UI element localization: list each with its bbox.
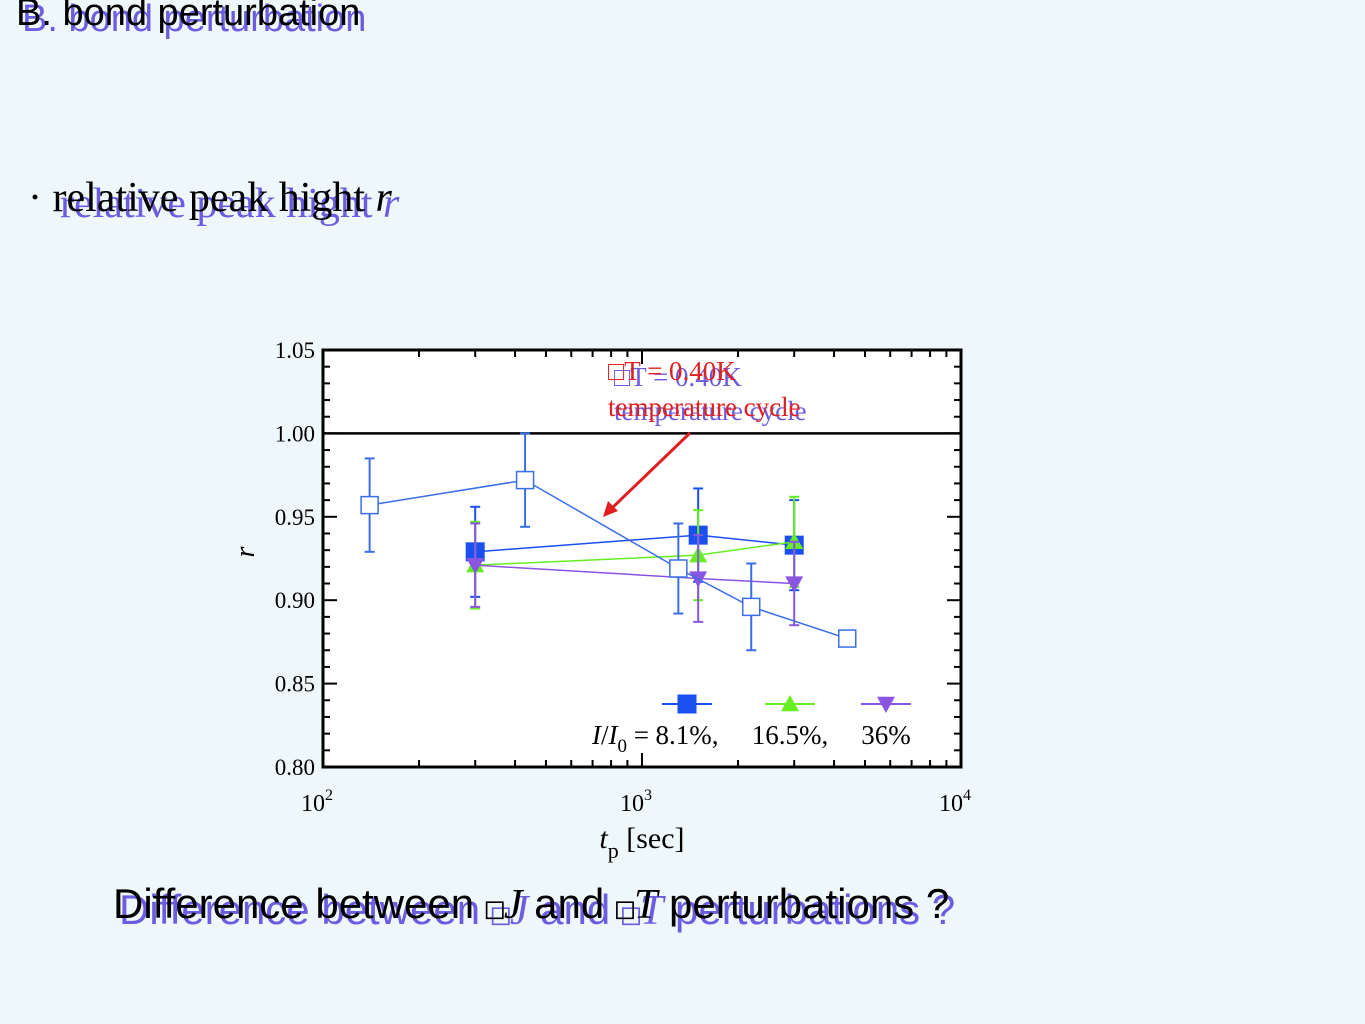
slide-title-shadow: B. bond perturbation — [22, 0, 367, 40]
x-tick-label: 103 — [620, 787, 652, 817]
axis-ticks — [322, 349, 962, 768]
bullet-shadow-var: r — [383, 181, 400, 227]
annotation-line1-shadow: □T = 0.40K — [614, 362, 742, 392]
bullet-var: r — [375, 175, 392, 221]
annotation-arrow — [608, 431, 692, 512]
x-axis-label: tp [sec] — [599, 822, 684, 863]
y-tick-label: 1.05 — [275, 338, 315, 363]
relative-peak-chart: 1.05 1.00 0.95 0.90 0.85 0.80 102 103 104 r tp … — [230, 338, 971, 863]
marker-open-square — [838, 629, 857, 648]
legend-label: 36% — [861, 720, 911, 750]
q-middle: and — [522, 880, 616, 927]
x-tick-labels: 102 103 104 — [301, 787, 971, 817]
q-shadow-var2: T — [640, 888, 664, 934]
y-tick-labels: 1.05 1.00 0.95 0.90 0.85 0.80 — [275, 338, 315, 780]
question-shadow: Difference between □J and □T perturbatio… — [119, 886, 955, 935]
bullet-text: relative peak hight — [52, 175, 376, 221]
legend: I/I0 = 8.1%, 16.5%, 36% — [591, 694, 911, 757]
marker-open-square — [360, 495, 379, 515]
marker-open-square — [669, 559, 688, 578]
y-tick-label: 1.00 — [275, 421, 315, 446]
marker-square — [677, 694, 697, 714]
legend-label: 8.1%, — [656, 720, 719, 750]
q-box2: □ — [615, 891, 634, 926]
q-box1: □ — [485, 891, 504, 926]
x-tick-label: 104 — [939, 787, 971, 817]
annotation-line1: □T = 0.40K — [608, 356, 736, 386]
annotation-arrowhead — [603, 501, 618, 517]
bullet-shadow-text: relative peak hight — [60, 181, 384, 227]
annotation-line2-shadow: temperature cycle — [614, 396, 807, 426]
legend-label: 16.5%, — [752, 720, 829, 750]
y-tick-label: 0.95 — [275, 505, 315, 530]
y-tick-label: 0.80 — [275, 755, 315, 780]
marker-open-square — [741, 597, 761, 617]
q-after: perturbations ? — [657, 880, 950, 927]
q-shadow-box2: □ — [621, 897, 640, 932]
annotation: □T = 0.40K □T = 0.40K temperature cycle … — [603, 356, 807, 517]
legend-prefix: I/I0 = — [591, 720, 649, 757]
y-tick-label: 0.85 — [275, 672, 315, 697]
q-var1: J — [503, 882, 523, 928]
q-before: Difference between — [113, 880, 486, 927]
slide-title-text: B. bond perturbation — [16, 0, 361, 34]
q-shadow-box1: □ — [491, 897, 510, 932]
question-foreground: Difference between □J and □T perturbatio… — [113, 880, 949, 929]
q-shadow-before: Difference between — [119, 886, 492, 933]
q-shadow-after: perturbations ? — [663, 886, 956, 933]
series-open-square — [360, 432, 857, 652]
q-shadow-var1: J — [509, 888, 529, 934]
y-tick-label: 0.90 — [275, 588, 315, 613]
marker-triangle-down — [877, 696, 895, 713]
bullet-foreground: · relative peak hight r — [28, 174, 392, 222]
marker-triangle-down — [466, 557, 485, 575]
annotation-line2: temperature cycle — [608, 392, 801, 422]
x-tick-label: 102 — [301, 787, 333, 817]
y-axis-label: r — [230, 546, 261, 557]
marker-triangle-down — [785, 576, 804, 593]
marker-open-square — [515, 470, 535, 490]
bullet-symbol: · — [28, 175, 42, 221]
marker-triangle-up — [781, 695, 799, 712]
q-var2: T — [634, 882, 658, 928]
q-shadow-middle: and — [528, 886, 622, 933]
data-marks — [360, 432, 857, 652]
bullet-shadow: relative peak hight r — [60, 180, 399, 228]
plot-frame — [321, 348, 963, 769]
